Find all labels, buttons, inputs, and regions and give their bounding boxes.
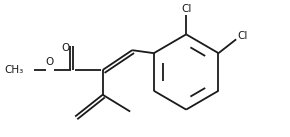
Text: CH₃: CH₃ [5, 65, 24, 75]
Text: O: O [61, 43, 70, 53]
Text: Cl: Cl [238, 31, 248, 41]
Text: O: O [46, 57, 54, 67]
Text: Cl: Cl [181, 4, 191, 14]
